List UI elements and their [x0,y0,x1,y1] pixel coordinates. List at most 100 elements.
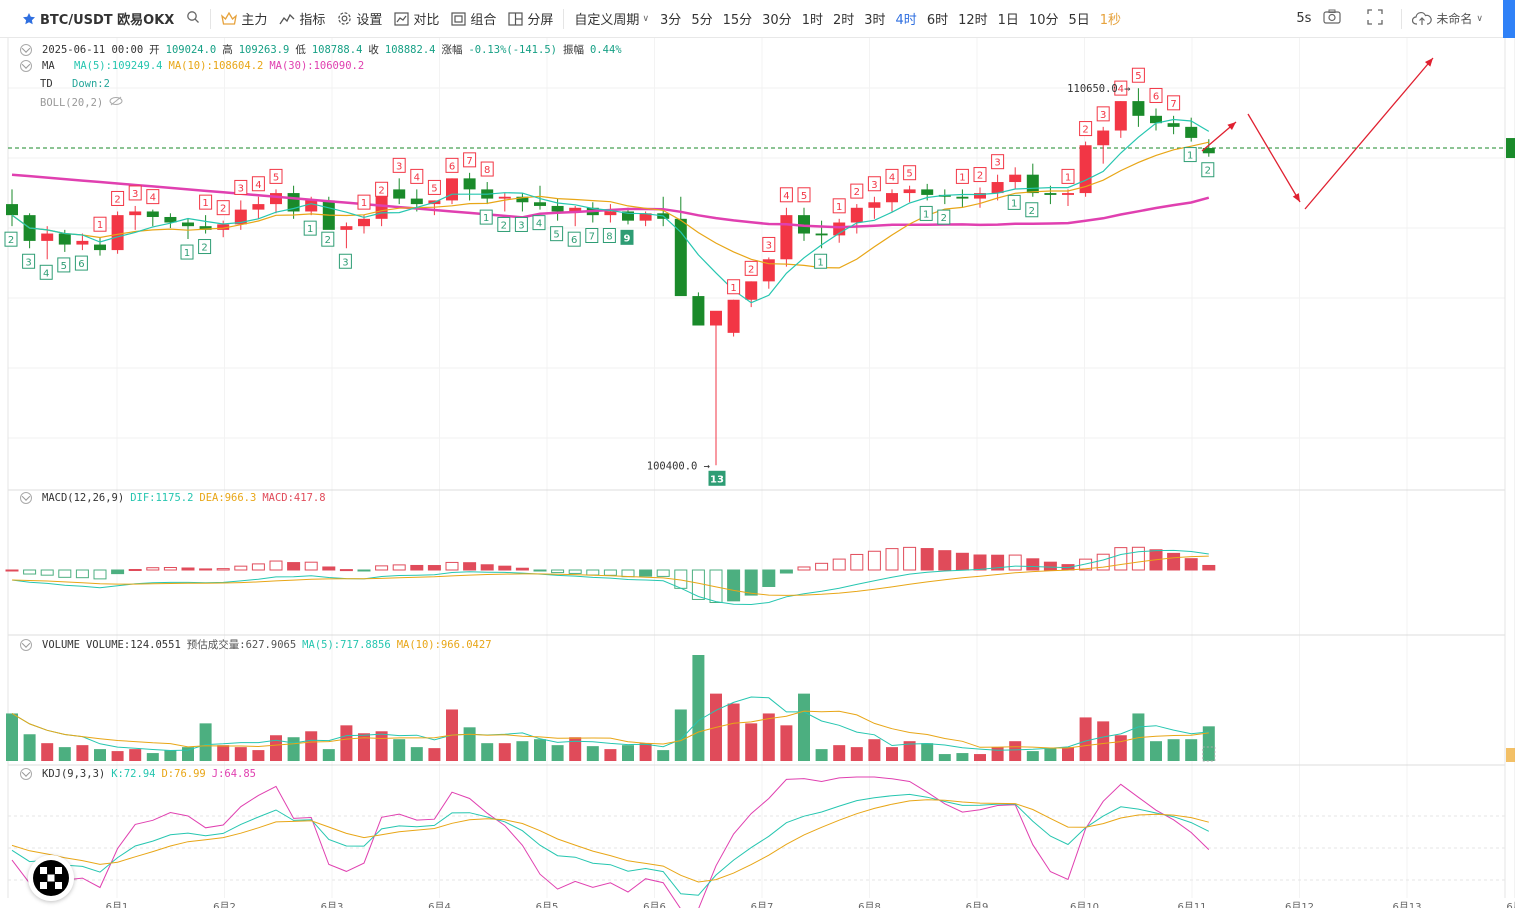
ma10-line [11,141,1209,269]
period-option[interactable]: 10分 [1028,13,1059,28]
period-option[interactable]: 1日 [997,13,1019,28]
eye-icon[interactable] [20,60,32,72]
refresh-interval[interactable]: 5s [1290,0,1317,38]
td-marker-down [602,228,616,243]
main-force-button[interactable]: 主力 [215,0,273,38]
indicators-button[interactable]: 指标 [273,0,331,38]
compare-button[interactable]: 对比 [388,0,445,38]
macd-bar [392,564,406,571]
volume-bar [745,723,758,761]
td-marker-down-label: 1 [483,213,489,224]
macd-bar [920,548,934,571]
close-value: 108882.4 [384,43,436,56]
period-option[interactable]: 1秒 [1099,13,1122,28]
search-button[interactable] [180,0,206,38]
macd-bar [93,569,107,580]
custom-period-dropdown[interactable]: 自定义周期 ∨ [568,0,655,38]
candle-body [956,196,969,199]
macd-bar [1096,553,1110,571]
screenshot-button[interactable] [1317,0,1347,38]
candle-body [692,296,705,326]
td-marker-down-label: 8 [606,232,612,243]
period-option[interactable]: 30分 [762,13,792,28]
macd-bar [1114,547,1128,571]
td-marker-up-label: 7 [1170,99,1176,110]
save-layout-button[interactable]: 未命名 ∨ [1406,0,1489,38]
period-option[interactable]: 5分 [691,13,713,28]
macd-bar [445,561,459,571]
td-marker-down-label: 13 [710,474,724,485]
volume-bar [586,746,599,761]
macd-bar [75,569,89,579]
settings-button[interactable]: 设置 [331,0,388,38]
eye-icon[interactable] [20,43,32,56]
td-marker-down-label: 6 [571,235,577,246]
candle-body [6,204,18,216]
combo-button[interactable]: 组合 [445,0,502,38]
td-marker-up-label: 3 [994,158,1000,169]
macd-bar [111,569,125,575]
candle-body [252,204,265,210]
td-marker-up [991,154,1005,170]
eye-icon[interactable] [20,492,32,504]
macd-bar [1079,558,1093,571]
td-marker-up-label: 5 [1135,71,1141,82]
td-marker-up [885,168,899,184]
period-option[interactable]: 6时 [926,13,949,28]
candle-body [111,215,124,251]
macd-bar [639,569,653,577]
period-option[interactable]: 3分 [660,13,682,28]
volume-bar [850,747,863,761]
estimated-volume-box [1202,746,1216,762]
symbol-selector[interactable]: BTC/USDT 欧易OKX [0,0,180,38]
candle-body [217,224,230,230]
td-marker-up [375,181,389,197]
td-marker-down-label: 2 [941,213,947,224]
period-option[interactable]: 5日 [1068,13,1090,28]
candle-body [534,202,546,206]
macd-bar [1026,558,1040,571]
candle-body [305,200,318,212]
period-option[interactable]: 4时 [895,13,917,28]
combo-label: 组合 [470,13,497,28]
volume-label: VOLUME [42,638,80,651]
macd-bar [1131,546,1145,571]
eye-icon[interactable] [20,768,32,780]
candle-body [850,207,863,223]
fullscreen-button[interactable] [1361,0,1389,38]
star-icon[interactable] [22,12,36,26]
period-option[interactable]: 1时 [801,13,823,28]
period-option[interactable]: 15分 [722,13,753,28]
td-marker-up-label: 1 [959,172,965,183]
eye-off-icon[interactable] [109,96,123,109]
td-marker-down [303,220,317,236]
app-logo[interactable] [28,855,74,901]
eye-icon[interactable] [20,638,32,651]
td-marker-up-label: 1 [730,283,736,294]
macd-bar [797,566,811,571]
fullscreen-icon [1367,8,1384,29]
cloud-upload-icon [1412,11,1433,26]
candle-body [974,193,986,199]
td-marker-down [22,253,36,269]
macd-bar [40,569,54,576]
td-marker-up [779,187,793,203]
td-marker-up [797,187,811,203]
volume-bar [129,749,142,761]
volume-legend: VOLUME VOLUME:124.0551 预估成交量:627.9065 MA… [20,637,492,652]
period-option[interactable]: 12时 [958,13,988,28]
period-option[interactable]: 2时 [832,13,855,28]
td-marker-down [198,239,212,255]
volume-bar [815,749,828,761]
td-marker-down-label: 1 [923,209,929,220]
period-option[interactable]: 3时 [864,13,886,28]
td-marker-down [585,228,599,243]
change-value: -0.13%(-141.5) [468,43,557,56]
split-screen-button[interactable]: 分屏 [502,0,559,38]
td-marker-up [146,189,160,205]
candle-body [815,233,828,236]
volume-price-tag [1506,748,1515,762]
volume-bar [674,709,687,761]
